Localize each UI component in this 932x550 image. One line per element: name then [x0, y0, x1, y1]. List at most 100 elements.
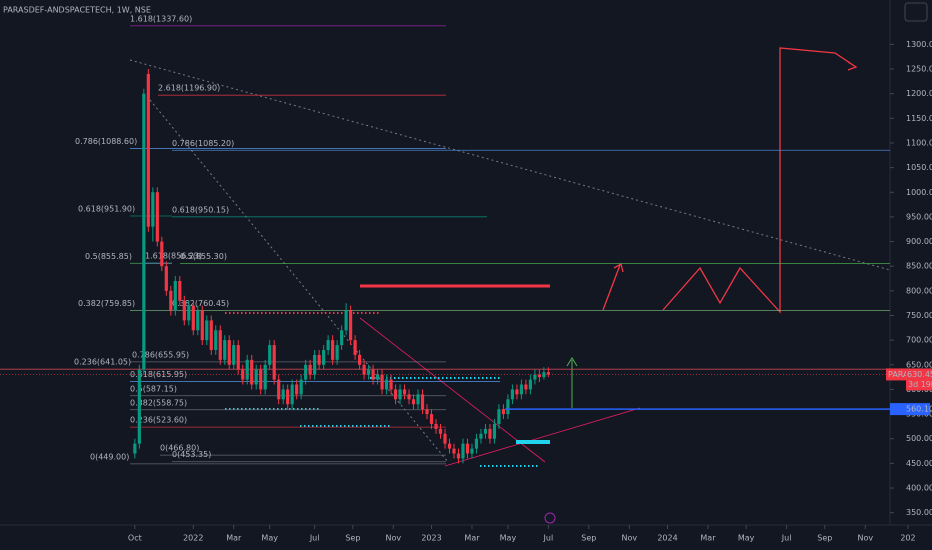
x-tick-label: Jul: [309, 534, 320, 543]
candle-body: [425, 409, 429, 415]
candle-body: [209, 320, 213, 350]
candle-body: [200, 310, 204, 341]
candle-body: [281, 389, 285, 400]
candle-body: [299, 379, 303, 395]
y-tick-label: 400.00: [906, 484, 932, 493]
candle-body: [137, 369, 141, 444]
y-tick-label: 1100.00: [906, 138, 932, 147]
candle-body: [308, 364, 312, 375]
fib-label: 0.618(950.15): [172, 205, 229, 214]
candle-body: [232, 345, 236, 365]
countdown: 3d 19h: [908, 380, 932, 389]
candle-body: [344, 310, 348, 331]
candle-body: [268, 345, 272, 365]
x-tick-label: 2022: [183, 534, 203, 543]
candle-body: [438, 428, 443, 434]
y-tick-label: 850.00: [906, 262, 932, 271]
x-tick-label: Oct: [128, 534, 142, 543]
candle-body: [259, 369, 263, 390]
fib-label: 1.618(856.23): [145, 252, 202, 261]
y-tick-label: 1150.00: [906, 114, 932, 123]
candle-body: [497, 409, 501, 424]
candle-body: [366, 369, 371, 375]
candle-body: [380, 374, 384, 390]
candle-body: [151, 192, 155, 227]
candle-body: [452, 448, 456, 454]
fib-label: 0.786(1088.60): [75, 137, 137, 146]
y-tick-label: 1200.00: [906, 89, 932, 98]
candle-body: [420, 394, 425, 410]
candle-body: [510, 389, 515, 400]
candle-body: [474, 438, 479, 449]
candle-body: [214, 330, 218, 350]
candle-body: [434, 423, 438, 429]
candle-body: [353, 340, 357, 355]
y-tick-label: 750.00: [906, 311, 932, 320]
fib-label: 0.382(558.75): [130, 398, 187, 407]
x-tick-label: Jul: [781, 534, 792, 543]
candle-body: [528, 379, 533, 390]
candle-body: [326, 340, 330, 350]
candle-body: [492, 423, 497, 439]
x-tick-label: Nov: [385, 534, 401, 543]
candle-body: [335, 345, 339, 360]
candle-body: [218, 330, 222, 360]
candle-body: [515, 389, 519, 395]
x-tick-label: May: [500, 534, 517, 543]
fib-label: 0.382(760.45): [172, 299, 229, 308]
candle-body: [254, 369, 258, 385]
target-arrow: [566, 357, 578, 408]
candle-body: [173, 280, 177, 311]
fib-label: 0.236(641.05): [74, 358, 131, 367]
x-tick-label: Mar: [700, 534, 716, 543]
price-label: 630.45: [907, 370, 932, 379]
candle-body: [155, 192, 159, 242]
fib-label: 0.236(523.60): [130, 416, 187, 425]
y-tick-label: 500.00: [906, 434, 932, 443]
x-tick-label: Nov: [857, 534, 873, 543]
settings-button[interactable]: [904, 2, 928, 22]
trend-line: [444, 407, 641, 467]
x-tick-label: Sep: [345, 534, 360, 543]
fib-label: 1.618(1337.60): [130, 14, 192, 23]
candle-body: [187, 305, 191, 321]
candle-body: [295, 384, 299, 395]
path-drawing: [602, 263, 624, 311]
candle-body: [357, 354, 362, 365]
candle-body: [227, 340, 231, 365]
candle-body: [389, 379, 393, 390]
candle-body: [322, 350, 326, 365]
candle-body: [245, 359, 249, 380]
candle-body: [223, 340, 227, 360]
candle-body: [384, 379, 389, 390]
candle-body: [488, 428, 492, 439]
fib-label: 0.786(655.95): [132, 350, 189, 359]
x-tick-label: Mar: [464, 534, 480, 543]
candle-body: [196, 310, 200, 331]
candle-body: [393, 389, 398, 400]
fib-label: 0.5(855.30): [180, 252, 227, 261]
candle-body: [447, 443, 452, 449]
trend-line: [149, 99, 449, 463]
candle-body: [411, 399, 416, 405]
y-tick-label: 650.00: [906, 360, 932, 369]
candle-body: [524, 384, 528, 390]
candle-body: [286, 389, 290, 405]
candle-body: [371, 369, 375, 380]
candle-body: [236, 345, 240, 370]
x-tick-label: Nov: [621, 534, 637, 543]
candle-body: [470, 448, 474, 454]
candle-body: [178, 280, 182, 301]
candle-body: [533, 374, 537, 380]
x-tick-label: May: [738, 534, 755, 543]
candle-body: [146, 73, 150, 227]
y-tick-label: 1050.00: [906, 163, 932, 172]
candle-body: [250, 359, 254, 385]
candle-body: [241, 369, 245, 380]
x-tick-label: Sep: [817, 534, 832, 543]
y-tick-label: 1250.00: [906, 65, 932, 74]
candle-body: [142, 93, 146, 370]
event-icon[interactable]: [544, 512, 556, 524]
candle-body: [349, 310, 353, 341]
